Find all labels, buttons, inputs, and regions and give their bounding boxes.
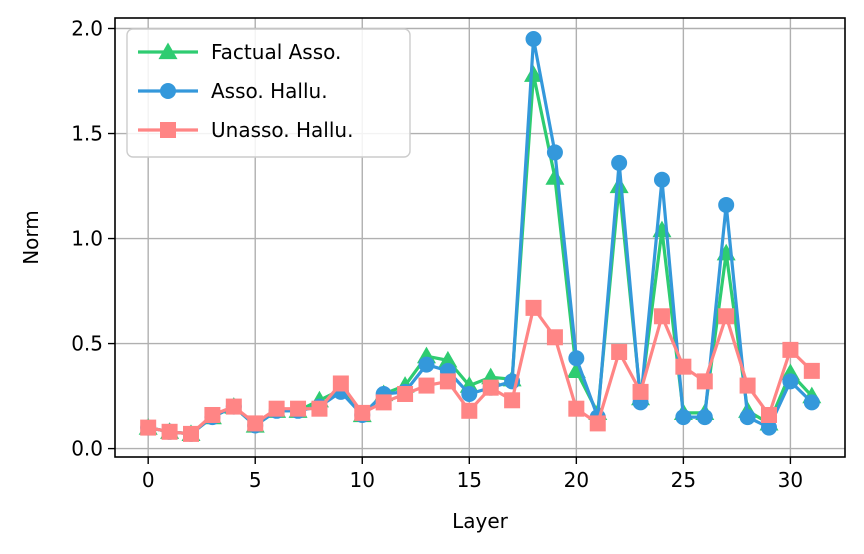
legend-entry: Unasso. Hallu.	[138, 118, 353, 142]
series-layer	[138, 31, 822, 442]
series-2	[140, 299, 820, 442]
x-tick-label: 30	[778, 468, 803, 492]
data-point	[696, 409, 713, 426]
y-tick-label: 1.5	[71, 122, 103, 146]
data-point	[739, 377, 756, 394]
data-point	[568, 350, 585, 367]
data-point	[482, 379, 499, 396]
data-point	[761, 419, 778, 436]
data-point	[653, 308, 670, 325]
data-point	[782, 341, 799, 358]
legend-label: Asso. Hallu.	[211, 79, 328, 103]
y-tick-label: 0.0	[71, 437, 103, 461]
x-tick-label: 20	[564, 468, 589, 492]
data-point	[504, 392, 521, 409]
data-point	[545, 168, 565, 185]
data-point	[609, 176, 629, 194]
y-tick-label: 0.5	[71, 332, 103, 356]
y-tick-label: 1.0	[71, 227, 103, 251]
data-point	[611, 343, 628, 360]
data-point	[761, 406, 778, 423]
y-tick-label: 2.0	[71, 17, 103, 41]
x-tick-label: 15	[457, 468, 482, 492]
data-point	[696, 373, 713, 390]
data-point	[546, 329, 563, 346]
data-point	[461, 402, 478, 419]
data-point	[311, 400, 328, 417]
legend: Factual Asso. Asso. Hallu. Unasso. Hallu.	[126, 28, 411, 158]
data-point	[182, 425, 199, 442]
data-point	[461, 385, 478, 402]
data-point	[632, 383, 649, 400]
legend-label: Unasso. Hallu.	[211, 118, 353, 142]
legend-box	[126, 28, 411, 158]
legend-entry: Factual Asso.	[138, 40, 341, 64]
data-point	[803, 394, 820, 411]
data-point	[611, 154, 628, 171]
data-point	[332, 375, 349, 392]
legend-marker	[160, 122, 176, 138]
legend-marker	[160, 83, 176, 99]
data-point	[568, 400, 585, 417]
data-point	[397, 385, 414, 402]
x-axis-label: Layer	[452, 509, 509, 533]
data-point	[290, 400, 307, 417]
x-axis-ticks: 0 5 10 15 20 25 30	[142, 457, 803, 492]
data-point	[354, 404, 371, 421]
data-point	[140, 419, 157, 436]
data-point	[782, 373, 799, 390]
data-point	[247, 415, 264, 432]
y-axis-label: Norm	[19, 210, 43, 265]
legend-label: Factual Asso.	[211, 40, 341, 64]
data-point	[375, 394, 392, 411]
data-point	[803, 362, 820, 379]
data-point	[675, 409, 692, 426]
data-point	[204, 406, 221, 423]
data-point	[225, 398, 242, 415]
y-axis-ticks: 0.0 0.5 1.0 1.5 2.0	[71, 17, 115, 461]
data-point	[718, 196, 735, 213]
data-point	[161, 423, 178, 440]
data-point	[525, 31, 542, 48]
x-tick-label: 5	[249, 468, 262, 492]
data-point	[546, 144, 563, 161]
x-tick-label: 0	[142, 468, 155, 492]
data-point	[418, 356, 435, 373]
data-point	[718, 308, 735, 325]
data-point	[589, 415, 606, 432]
legend-entry: Asso. Hallu.	[138, 79, 328, 103]
legend-marker	[158, 42, 178, 60]
x-tick-label: 25	[671, 468, 696, 492]
data-point	[525, 299, 542, 316]
data-point	[418, 377, 435, 394]
plot-frame	[114, 17, 846, 458]
data-point	[268, 400, 285, 417]
data-point	[739, 409, 756, 426]
data-point	[524, 65, 544, 82]
data-point	[439, 373, 456, 390]
data-point	[438, 350, 458, 368]
x-tick-label: 10	[350, 468, 375, 492]
data-point	[653, 171, 670, 188]
data-point	[675, 358, 692, 375]
